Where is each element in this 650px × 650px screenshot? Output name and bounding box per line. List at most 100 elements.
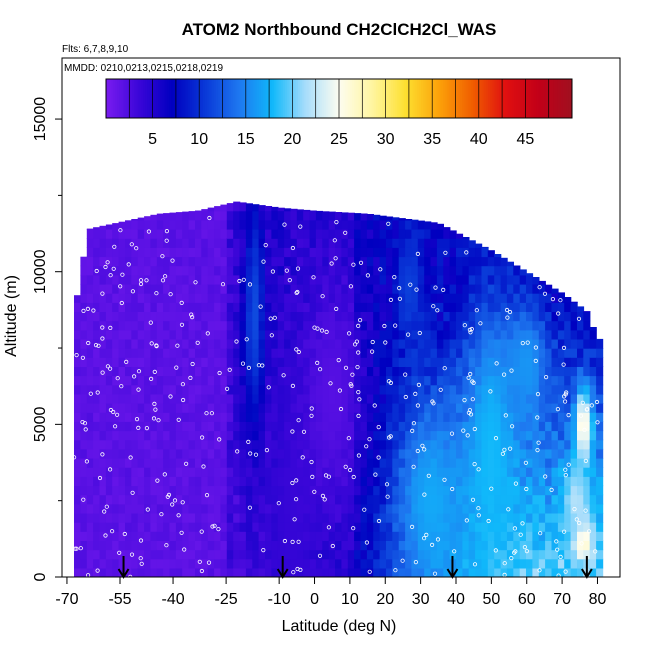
heatmap-cell (144, 448, 152, 459)
heatmap-cell (220, 219, 228, 230)
sample-point (369, 349, 375, 354)
sample-point (524, 486, 529, 492)
heatmap-cell (386, 247, 394, 258)
heatmap-cell (265, 384, 273, 395)
colorbar-segment (504, 79, 508, 118)
heatmap-cell (290, 421, 298, 432)
sample-point (579, 541, 584, 546)
heatmap-cell (449, 467, 457, 477)
heatmap-cell (258, 476, 266, 487)
heatmap-cell (570, 558, 578, 569)
colorbar-segment (320, 79, 323, 118)
heatmap-cell (137, 393, 145, 404)
heatmap-cell (398, 256, 406, 267)
colorbar-segment (327, 79, 331, 118)
heatmap-cell (456, 256, 464, 267)
sample-point (397, 285, 402, 291)
sample-point (100, 325, 105, 330)
heatmap-cell (315, 247, 323, 258)
heatmap-cell (195, 531, 203, 541)
heatmap-cell (214, 457, 222, 468)
heatmap-cell (449, 503, 457, 514)
heatmap-cell (137, 229, 145, 239)
heatmap-cell (105, 247, 113, 258)
heatmap-cell (175, 256, 183, 267)
heatmap-cell (182, 283, 190, 294)
heatmap-cell (258, 375, 266, 386)
heatmap-cell (386, 348, 394, 358)
heatmap-cell (74, 311, 82, 322)
heatmap-cell (570, 311, 578, 322)
heatmap-cell (398, 311, 406, 322)
colorbar-segment (471, 79, 474, 118)
heatmap-cell (347, 329, 355, 340)
heatmap-cell (411, 256, 419, 267)
heatmap-cell (93, 448, 101, 459)
colorbar-segment (145, 79, 148, 118)
heatmap-cell (245, 439, 253, 450)
heatmap-cell (303, 494, 311, 505)
heatmap-cell (500, 274, 508, 285)
heatmap-cell (417, 393, 425, 404)
heatmap-cell (105, 302, 113, 312)
heatmap-cell (125, 567, 133, 577)
heatmap-cell (557, 329, 565, 340)
heatmap-cell (475, 384, 483, 395)
heatmap-cell (347, 485, 355, 496)
heatmap-cell (449, 494, 457, 505)
heatmap-cell (436, 311, 444, 322)
heatmap-cell (290, 338, 298, 349)
heatmap-cell (271, 467, 279, 477)
heatmap-cell (449, 375, 457, 386)
heatmap-cell (475, 256, 483, 267)
heatmap-cell (252, 448, 260, 459)
heatmap-cell (366, 522, 374, 532)
heatmap-cell (513, 448, 521, 459)
heatmap-cell (80, 522, 88, 532)
colorbar-segment (374, 79, 377, 118)
heatmap-cell (112, 476, 120, 487)
sample-point (175, 343, 180, 348)
heatmap-cell (500, 257, 508, 267)
heatmap-cell (182, 558, 190, 569)
heatmap-cell (99, 329, 107, 340)
heatmap-cell (201, 210, 209, 221)
heatmap-cell (188, 430, 196, 441)
heatmap-cell (335, 549, 343, 560)
heatmap-cell (118, 329, 126, 340)
heatmap-cell (379, 567, 387, 577)
heatmap-cell (201, 320, 209, 331)
heatmap-cell (373, 421, 381, 432)
heatmap-cell (557, 457, 565, 468)
sample-point (110, 529, 115, 534)
heatmap-cell (366, 448, 374, 459)
heatmap-cell (169, 238, 177, 248)
heatmap-cell (74, 430, 82, 441)
heatmap-cell (526, 512, 534, 523)
heatmap-cell (188, 256, 196, 267)
heatmap-cell (245, 512, 253, 523)
sample-point (352, 342, 358, 347)
heatmap-cell (347, 549, 355, 560)
heatmap-cell (258, 567, 266, 577)
heatmap-cell (532, 366, 540, 377)
colorbar-segment (115, 79, 118, 118)
heatmap-cell (564, 366, 572, 377)
heatmap-cell (366, 366, 374, 377)
heatmap-cell (513, 283, 521, 294)
heatmap-cell (125, 494, 133, 505)
heatmap-cell (195, 375, 203, 386)
heatmap-cell (449, 448, 457, 459)
heatmap-cell (99, 229, 107, 239)
heatmap-cell (526, 338, 534, 349)
heatmap-cell (545, 293, 553, 303)
heatmap-cell (443, 512, 451, 523)
heatmap-cell (290, 366, 298, 377)
heatmap-cell (226, 567, 234, 577)
heatmap-cell (105, 558, 113, 569)
heatmap-cell (284, 375, 292, 386)
heatmap-cell (430, 338, 438, 349)
heatmap-cell (468, 467, 476, 477)
heatmap-cell (93, 540, 101, 551)
heatmap-cell (596, 384, 604, 395)
